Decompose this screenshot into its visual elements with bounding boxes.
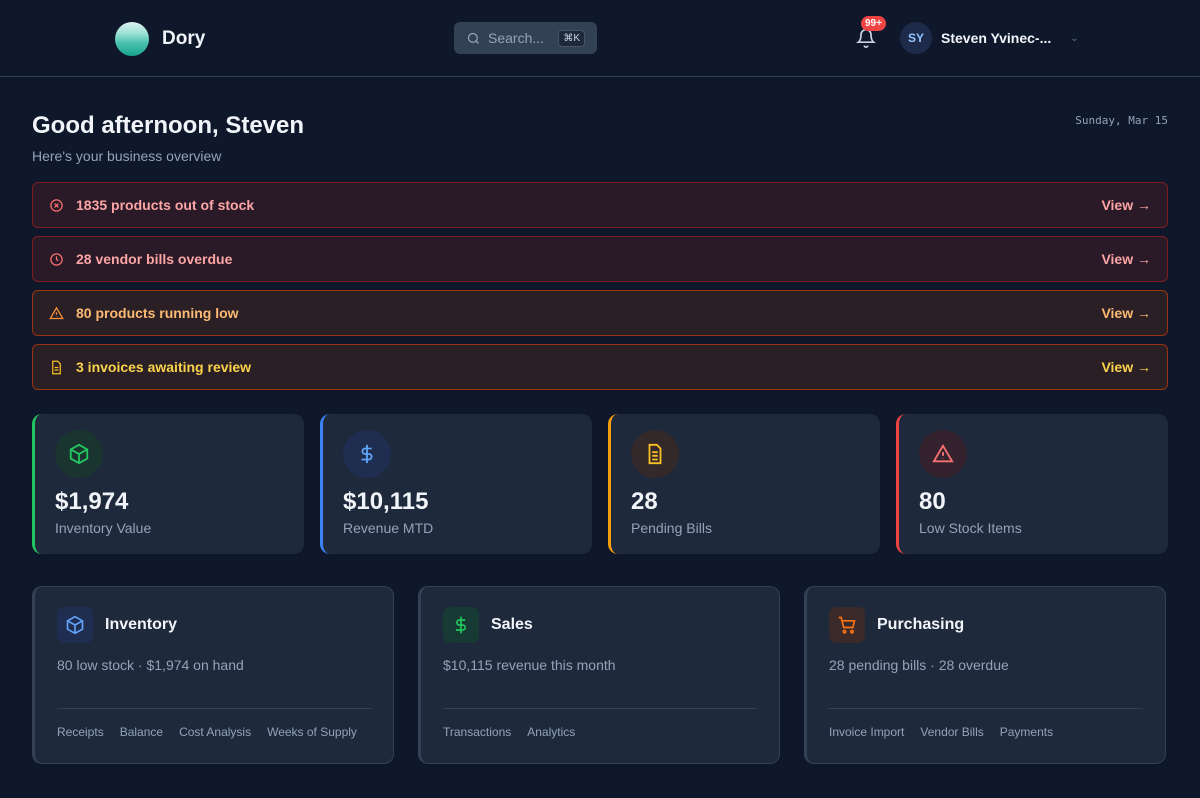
stat-revenue: $10,115 Revenue MTD <box>320 414 592 554</box>
warning-icon <box>919 430 967 478</box>
chevron-down-icon: ⌄ <box>1070 32 1079 44</box>
page-title: Good afternoon, Steven <box>32 112 305 139</box>
top-bar: Dory Search... ⌘K 99+ SY Steven Yvinec-.… <box>0 0 1200 77</box>
module-title: Inventory <box>105 616 178 633</box>
stat-value: 28 <box>631 488 658 515</box>
cart-icon <box>829 607 865 643</box>
link-weeks-of-supply[interactable]: Weeks of Supply <box>267 725 357 739</box>
stat-value: $1,974 <box>55 488 129 515</box>
stat-label: Revenue MTD <box>343 520 434 536</box>
stat-value: 80 <box>919 488 946 515</box>
notification-badge: 99+ <box>861 16 886 31</box>
divider <box>443 708 757 709</box>
logo-icon <box>115 22 149 56</box>
module-title: Sales <box>491 616 533 633</box>
alert-text: 1835 products out of stock <box>76 197 255 213</box>
divider <box>57 708 371 709</box>
alert-text: 3 invoices awaiting review <box>76 359 252 375</box>
page-subtitle: Here's your business overview <box>32 148 222 164</box>
module-description: 28 pending bills · 28 overdue <box>829 657 1009 673</box>
view-link[interactable]: View → <box>1101 359 1151 375</box>
alert-invoices-review[interactable]: 3 invoices awaiting review View → <box>32 344 1168 390</box>
divider <box>829 708 1143 709</box>
view-link[interactable]: View → <box>1101 197 1151 213</box>
dollar-icon <box>443 607 479 643</box>
alert-out-of-stock[interactable]: 1835 products out of stock View → <box>32 182 1168 228</box>
module-purchasing[interactable]: Purchasing 28 pending bills · 28 overdue… <box>804 586 1166 764</box>
view-link[interactable]: View → <box>1101 251 1151 267</box>
box-icon <box>57 607 93 643</box>
document-icon <box>52 360 61 374</box>
app-logo[interactable]: Dory <box>115 22 205 56</box>
search-icon <box>467 32 479 44</box>
x-circle-icon <box>50 198 63 212</box>
stat-pending-bills: 28 Pending Bills <box>608 414 880 554</box>
stat-inventory-value: $1,974 Inventory Value <box>32 414 304 554</box>
user-name: Steven Yvinec-... <box>941 30 1052 46</box>
module-title: Purchasing <box>877 616 965 633</box>
module-inventory[interactable]: Inventory 80 low stock · $1,974 on hand … <box>32 586 394 764</box>
avatar: SY <box>900 22 932 54</box>
search-button[interactable]: Search... ⌘K <box>454 22 597 54</box>
stat-label: Inventory Value <box>55 520 152 536</box>
link-balance[interactable]: Balance <box>119 725 164 739</box>
alerts-list: 1835 products out of stock View → 28 ven… <box>32 182 1168 390</box>
document-icon <box>631 430 679 478</box>
current-date: Sunday, Mar 15 <box>1075 114 1168 127</box>
link-payments[interactable]: Payments <box>999 725 1054 739</box>
link-invoice-import[interactable]: Invoice Import <box>829 725 905 739</box>
alert-bills-overdue[interactable]: 28 vendor bills overdue View → <box>32 236 1168 282</box>
search-placeholder: Search... <box>488 30 545 46</box>
box-icon <box>55 430 103 478</box>
search-shortcut: ⌘K <box>558 29 585 47</box>
alert-text: 28 vendor bills overdue <box>76 251 233 267</box>
link-receipts[interactable]: Receipts <box>57 725 104 739</box>
module-description: 80 low stock · $1,974 on hand <box>57 657 244 673</box>
link-analytics[interactable]: Analytics <box>527 725 576 739</box>
stat-label: Pending Bills <box>631 520 712 536</box>
bell-icon[interactable] <box>856 28 876 48</box>
warning-icon <box>49 306 64 319</box>
view-link[interactable]: View → <box>1101 305 1151 321</box>
stat-value: $10,115 <box>343 488 429 515</box>
dollar-icon <box>343 430 391 478</box>
stat-label: Low Stock Items <box>919 520 1022 536</box>
link-cost-analysis[interactable]: Cost Analysis <box>179 725 252 739</box>
stat-low-stock: 80 Low Stock Items <box>896 414 1168 554</box>
link-vendor-bills[interactable]: Vendor Bills <box>920 725 984 739</box>
app-name: Dory <box>162 28 206 49</box>
link-transactions[interactable]: Transactions <box>443 725 512 739</box>
alert-text: 80 products running low <box>76 305 239 321</box>
module-sales[interactable]: Sales $10,115 revenue this month Transac… <box>418 586 780 764</box>
module-description: $10,115 revenue this month <box>443 657 616 673</box>
user-menu[interactable]: SY Steven Yvinec-... ⌄ <box>900 22 1079 54</box>
alert-running-low[interactable]: 80 products running low View → <box>32 290 1168 336</box>
clock-icon <box>50 252 63 266</box>
